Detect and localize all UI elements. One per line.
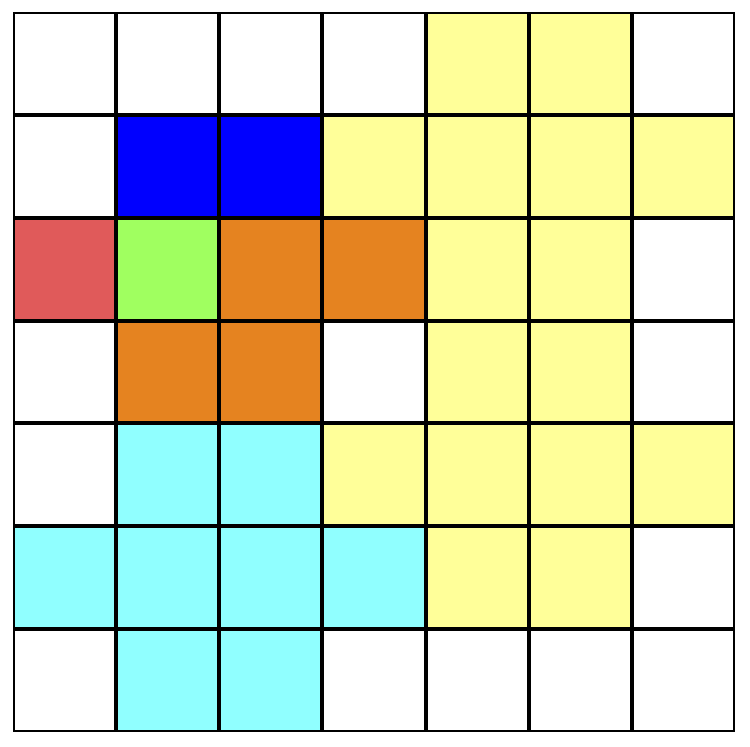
cell-cyan-r5-c0[interactable] (15, 528, 115, 628)
cell-empty-r0-c0[interactable] (15, 14, 115, 113)
cell-empty-r6-c4[interactable] (427, 631, 527, 730)
cell-empty-r6-c6[interactable] (633, 631, 733, 730)
cell-empty-r3-c6[interactable] (633, 322, 733, 422)
cell-empty-r4-c0[interactable] (15, 425, 115, 525)
cell-blue-r1-c1[interactable] (118, 116, 218, 216)
cell-empty-r5-c6[interactable] (633, 528, 733, 628)
cell-empty-r0-c6[interactable] (633, 14, 733, 113)
cell-empty-r1-c0[interactable] (15, 116, 115, 216)
game-board (13, 12, 735, 732)
cell-empty-r0-c2[interactable] (221, 14, 321, 113)
cell-green-r2-c1[interactable] (118, 219, 218, 319)
cell-yellow-r1-c4[interactable] (427, 116, 527, 216)
cell-orange-r3-c2[interactable] (221, 322, 321, 422)
cell-yellow-r1-c5[interactable] (530, 116, 630, 216)
cell-empty-r0-c1[interactable] (118, 14, 218, 113)
cell-yellow-r2-c4[interactable] (427, 219, 527, 319)
cell-red-r2-c0[interactable] (15, 219, 115, 319)
cell-yellow-r4-c3[interactable] (324, 425, 424, 525)
cell-cyan-r5-c3[interactable] (324, 528, 424, 628)
cell-blue-r1-c2[interactable] (221, 116, 321, 216)
cell-cyan-r6-c2[interactable] (221, 631, 321, 730)
cell-empty-r2-c6[interactable] (633, 219, 733, 319)
cell-yellow-r1-c3[interactable] (324, 116, 424, 216)
cell-orange-r3-c1[interactable] (118, 322, 218, 422)
cell-cyan-r4-c1[interactable] (118, 425, 218, 525)
cell-empty-r3-c3[interactable] (324, 322, 424, 422)
cell-yellow-r5-c4[interactable] (427, 528, 527, 628)
cell-orange-r2-c3[interactable] (324, 219, 424, 319)
cell-empty-r6-c3[interactable] (324, 631, 424, 730)
cell-yellow-r1-c6[interactable] (633, 116, 733, 216)
cell-yellow-r3-c5[interactable] (530, 322, 630, 422)
cell-empty-r3-c0[interactable] (15, 322, 115, 422)
cell-yellow-r4-c6[interactable] (633, 425, 733, 525)
cell-empty-r6-c0[interactable] (15, 631, 115, 730)
cell-yellow-r0-c5[interactable] (530, 14, 630, 113)
cell-cyan-r4-c2[interactable] (221, 425, 321, 525)
cell-cyan-r5-c2[interactable] (221, 528, 321, 628)
cell-yellow-r0-c4[interactable] (427, 14, 527, 113)
cell-yellow-r4-c5[interactable] (530, 425, 630, 525)
cell-yellow-r4-c4[interactable] (427, 425, 527, 525)
cell-empty-r6-c5[interactable] (530, 631, 630, 730)
cell-cyan-r6-c1[interactable] (118, 631, 218, 730)
cell-yellow-r3-c4[interactable] (427, 322, 527, 422)
cell-yellow-r2-c5[interactable] (530, 219, 630, 319)
cell-yellow-r5-c5[interactable] (530, 528, 630, 628)
cell-orange-r2-c2[interactable] (221, 219, 321, 319)
cell-cyan-r5-c1[interactable] (118, 528, 218, 628)
cell-empty-r0-c3[interactable] (324, 14, 424, 113)
